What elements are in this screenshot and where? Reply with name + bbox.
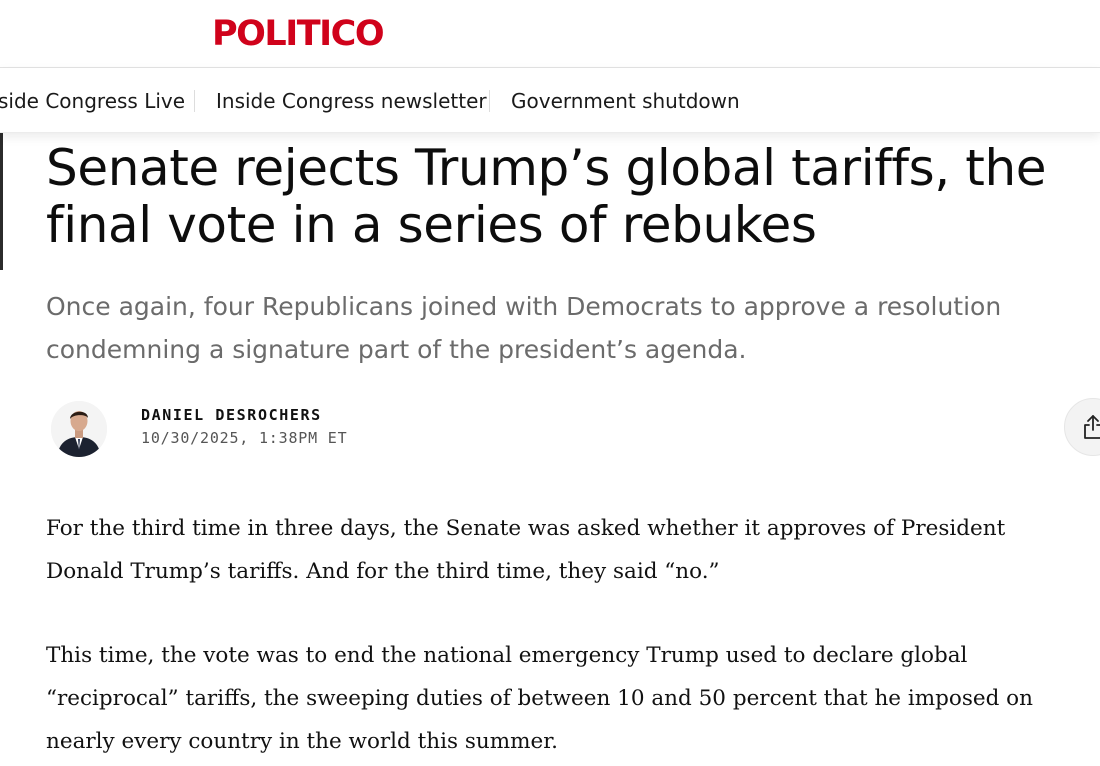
topic-nav: side Congress Live Inside Congress newsl…: [0, 68, 1100, 133]
nav-inside-congress-newsletter[interactable]: Inside Congress newsletter: [216, 89, 487, 113]
article-dek: Once again, four Republicans joined with…: [46, 292, 1002, 364]
nav-government-shutdown[interactable]: Government shutdown: [511, 89, 740, 113]
article-paragraph: For the third time in three days, the Se…: [46, 516, 1006, 584]
share-button[interactable]: [1064, 398, 1100, 456]
nav-divider: [194, 90, 195, 112]
politico-logo[interactable]: POLITICO: [212, 14, 385, 54]
author-avatar[interactable]: [51, 401, 107, 457]
nav-inside-congress-live[interactable]: side Congress Live: [0, 89, 186, 113]
article-paragraph: This time, the vote was to end the natio…: [46, 643, 1033, 754]
share-icon: [1084, 415, 1100, 439]
nav-divider: [489, 90, 490, 112]
side-image-edge: [0, 133, 3, 270]
publish-timestamp: 10/30/2025, 1:38PM ET: [141, 429, 348, 447]
author-name[interactable]: DANIEL DESROCHERS: [141, 406, 322, 424]
article-headline: Senate rejects Trump’s global tariffs, t…: [46, 139, 1047, 254]
site-header: POLITICO: [0, 0, 1100, 68]
